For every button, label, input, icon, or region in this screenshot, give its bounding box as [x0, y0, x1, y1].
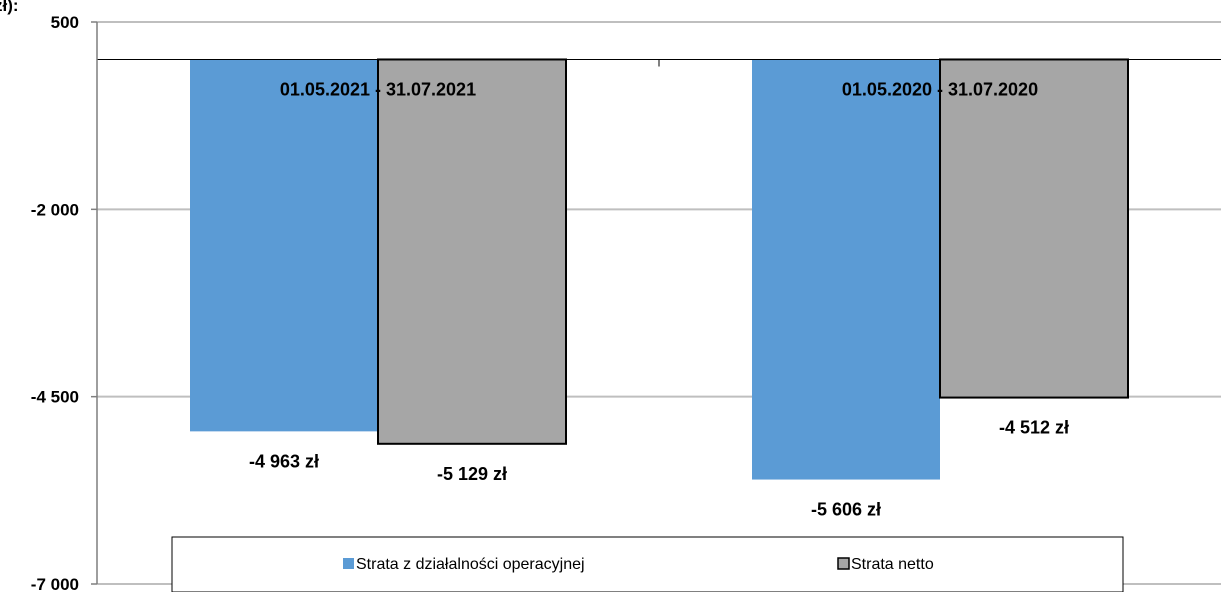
bar-operating-loss [190, 59, 378, 432]
legend-marker [837, 557, 850, 570]
y-tick-label: 500 [51, 13, 79, 32]
category-label: 01.05.2021 - 31.07.2021 [280, 79, 476, 99]
legend-label: Strata netto [851, 556, 934, 573]
data-label: -5 129 zł [437, 464, 507, 484]
bar-operating-loss [752, 59, 940, 480]
legend-box [171, 536, 1124, 592]
legend: Strata z działalności operacyjnej Strata … [171, 536, 1124, 592]
y-tick-label: -2 000 [31, 200, 79, 219]
y-tick-label: -7 000 [31, 575, 79, 592]
legend-label: Strata z działalności operacyjnej [356, 556, 585, 573]
clipped-top-text: zł): [0, 0, 19, 15]
bar-net-loss [377, 58, 567, 445]
bars [190, 58, 1129, 480]
data-label: -4 963 zł [249, 451, 319, 471]
labels: -4 963 zł -5 129 zł 01.05.2021 - 31.07.202… [249, 79, 1069, 519]
category-label: 01.05.2020 - 31.07.2020 [842, 79, 1038, 99]
y-axis: 500 -2 000 -4 500 -7 000 [31, 13, 660, 592]
y-tick-label: -4 500 [31, 388, 79, 407]
data-label: -4 512 zł [999, 418, 1069, 438]
legend-marker [343, 558, 354, 569]
bar-net-loss [939, 58, 1129, 399]
data-label: -5 606 zł [811, 500, 881, 520]
